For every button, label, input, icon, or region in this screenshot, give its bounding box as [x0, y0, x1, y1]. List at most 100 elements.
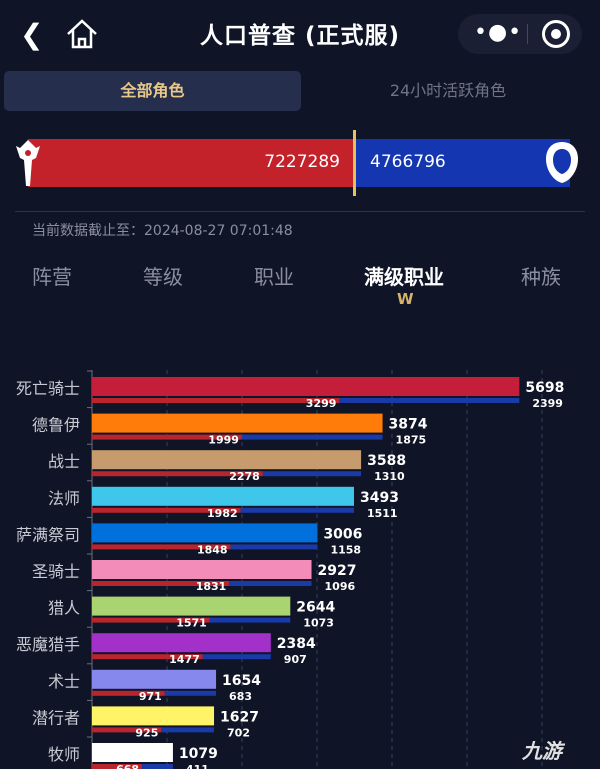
horde-sub-bar	[92, 434, 242, 440]
total-bar	[92, 560, 312, 579]
divider	[15, 211, 585, 212]
horde-value-label: 1848	[197, 543, 228, 556]
alliance-value-label: 1158	[330, 543, 361, 556]
tab-level[interactable]: 等级	[143, 265, 183, 289]
alliance-lion-icon	[546, 142, 578, 183]
horde-sub-bar	[92, 544, 231, 550]
horde-value-label: 3299	[306, 397, 337, 410]
faction-divider	[353, 130, 356, 196]
total-value-label: 2384	[277, 636, 316, 652]
horde-count: 7227289	[264, 152, 340, 172]
horde-value-label: 971	[139, 690, 162, 703]
horde-value-label: 2278	[229, 470, 260, 483]
horde-sub-bar	[92, 727, 162, 733]
more-dots-icon[interactable]: •●•	[474, 20, 523, 45]
category-label: 恶魔猎手	[16, 635, 80, 654]
total-bar	[92, 596, 291, 616]
horde-sub-bar	[92, 507, 241, 513]
alliance-value-label: 1875	[396, 434, 427, 447]
alliance-value-label: 1096	[325, 580, 356, 593]
category-label: 萨满祭司	[16, 525, 80, 544]
tab-faction[interactable]: 阵营	[32, 265, 72, 289]
data-timestamp: 当前数据截止至：2024-08-27 07:01:48	[32, 223, 293, 239]
alliance-sub-bar	[161, 727, 215, 733]
total-value-label: 1627	[220, 709, 259, 725]
tab-class[interactable]: 职业	[254, 265, 294, 289]
alliance-sub-bar	[241, 434, 383, 440]
total-value-label: 2644	[296, 600, 335, 616]
total-value-label: 3006	[323, 526, 362, 542]
chevron-left-icon[interactable]: ❮	[20, 18, 44, 51]
total-value-label: 3588	[367, 453, 406, 469]
total-bar	[92, 706, 215, 726]
category-label: 战士	[48, 452, 80, 471]
target-icon[interactable]	[542, 20, 570, 48]
alliance-sub-bar	[230, 544, 318, 550]
horde-value-label: 1571	[176, 617, 207, 630]
horde-sub-bar	[92, 398, 340, 403]
tab-race[interactable]: 种族	[521, 265, 561, 289]
alliance-value-label: 907	[284, 653, 307, 666]
alliance-value-label: 1511	[367, 507, 398, 520]
horde-sub-bar	[92, 690, 165, 696]
alliance-sub-bar	[262, 471, 362, 477]
horde-sub-bar	[92, 654, 203, 660]
horde-value-label: 925	[135, 726, 158, 739]
alliance-value-label: 411	[186, 763, 209, 769]
page-title: 人口普查 (正式服)	[199, 23, 401, 49]
total-bar	[92, 377, 520, 396]
total-value-label: 1654	[222, 673, 261, 689]
category-label: 圣骑士	[32, 562, 80, 581]
total-value-label: 5698	[525, 380, 564, 396]
horde-emblem-icon	[16, 140, 40, 186]
horde-sub-bar	[92, 764, 143, 769]
horde-value-label: 1477	[169, 653, 200, 666]
total-value-label: 3493	[360, 490, 399, 506]
total-bar	[92, 633, 271, 653]
alliance-sub-bar	[339, 398, 520, 403]
total-bar	[92, 523, 318, 543]
horde-sub-bar	[92, 617, 210, 623]
alliance-sub-bar	[202, 654, 271, 660]
capsule-divider	[527, 24, 528, 44]
alliance-sub-bar	[142, 764, 173, 769]
horde-sub-bar	[92, 581, 230, 586]
category-label: 德鲁伊	[32, 416, 80, 435]
category-label: 潜行者	[32, 708, 80, 727]
alliance-value-label: 1310	[374, 470, 405, 483]
total-bar	[92, 669, 217, 689]
category-label: 牧师	[48, 745, 80, 764]
segment-all-characters[interactable]: 全部角色	[4, 71, 301, 111]
alliance-sub-bar	[164, 690, 217, 696]
total-value-label: 1079	[179, 746, 218, 762]
home-icon[interactable]	[64, 16, 100, 52]
alliance-count: 4766796	[370, 152, 446, 172]
alliance-value-label: 1073	[303, 617, 334, 630]
watermark-logo: 九游	[522, 739, 562, 763]
alliance-value-label: 702	[227, 726, 250, 739]
alliance-sub-bar	[240, 507, 354, 513]
tab-max-level-class[interactable]: 满级职业	[364, 265, 444, 289]
category-label: 死亡骑士	[16, 379, 80, 398]
active-tab-indicator-icon: W	[397, 290, 414, 308]
horde-sub-bar	[92, 471, 263, 477]
category-label: 猎人	[48, 599, 80, 618]
horde-population-bar	[28, 139, 354, 187]
total-value-label: 3874	[389, 417, 428, 433]
alliance-population-bar	[356, 139, 570, 187]
total-bar	[92, 743, 173, 762]
total-bar	[92, 413, 383, 433]
alliance-sub-bar	[229, 581, 312, 586]
total-bar	[92, 486, 354, 506]
total-value-label: 2927	[318, 563, 357, 579]
category-label: 法师	[48, 489, 80, 508]
segment-active-24h[interactable]: 24小时活跃角色	[389, 81, 507, 100]
horde-value-label: 1982	[207, 507, 238, 520]
horde-value-label: 1831	[196, 580, 227, 593]
total-bar	[92, 450, 362, 470]
category-label: 术士	[48, 672, 80, 691]
class-population-chart: 死亡骑士 5698 3299 2399 德鲁伊 3874 1999 1875 战士 3588 227…	[16, 370, 564, 769]
alliance-value-label: 2399	[532, 397, 563, 410]
horde-value-label: 1999	[208, 434, 239, 447]
alliance-value-label: 683	[229, 690, 252, 703]
